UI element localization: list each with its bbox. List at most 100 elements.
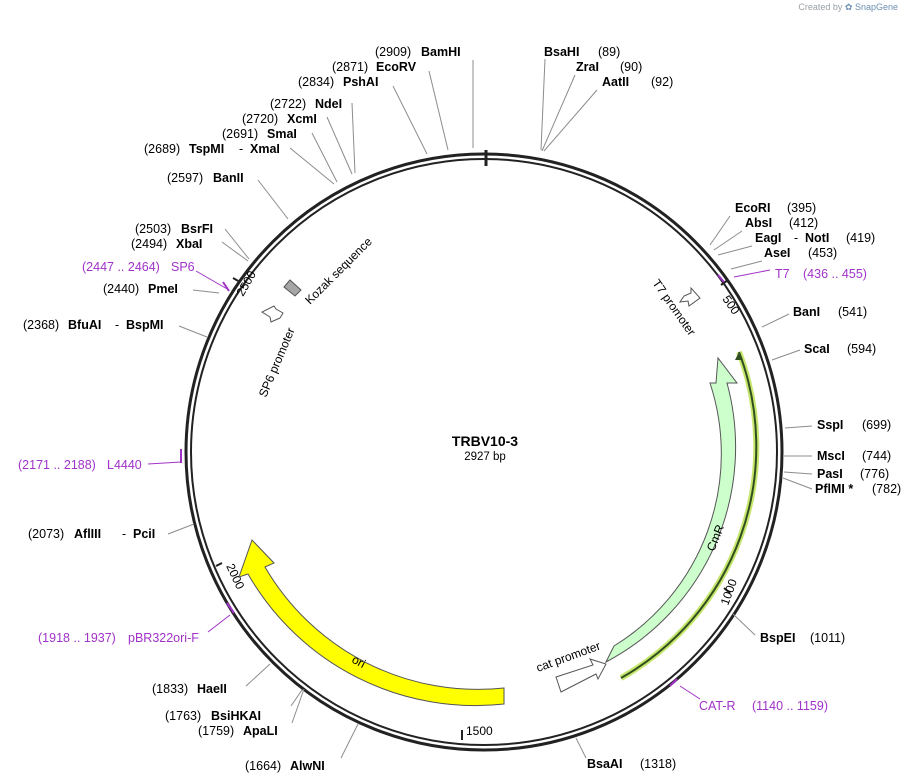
- enzyme-bsaai-pos: (1318): [640, 757, 676, 771]
- enzyme-banii-pos: (2597): [167, 171, 203, 185]
- enzyme-bani-pos: (541): [838, 305, 867, 319]
- enzyme-pcii: PciI: [133, 527, 155, 541]
- enzyme-pasi-pos: (776): [860, 467, 889, 481]
- primer-l4440-range: (2171 .. 2188): [18, 458, 96, 472]
- feature-label-sp6-promoter: SP6 promoter: [256, 326, 298, 400]
- enzyme-xcmi: XcmI: [287, 112, 317, 126]
- enzyme-smai: SmaI: [267, 127, 297, 141]
- cmr-strand-arrowhead: [735, 352, 743, 360]
- enzyme-pshai-pos: (2834): [298, 75, 334, 89]
- enzyme-eagi-sep: -: [794, 231, 798, 245]
- backbone-inner-ring: [190, 158, 778, 746]
- enzyme-smai-pos: (2691): [222, 127, 258, 141]
- enzyme-pflmi-pos: (782): [872, 482, 901, 496]
- enzyme-bamhi: BamHI: [421, 45, 461, 59]
- enzyme-bfuai-pos: (2368): [23, 318, 59, 332]
- plasmid-name: TRBV10-3: [452, 433, 518, 449]
- enzyme-pmei-pos: (2440): [103, 282, 139, 296]
- enzyme-absi: AbsI: [745, 216, 772, 230]
- enzyme-leaders: [167, 58, 813, 759]
- sp6-promoter-arrow: [260, 305, 284, 323]
- backbone-outer-ring: [184, 152, 784, 752]
- enzyme-msci-pos: (744): [862, 449, 891, 463]
- enzyme-haeii-pos: (1833): [152, 682, 188, 696]
- enzyme-xmai: XmaI: [250, 142, 280, 156]
- enzyme-ecori: EcoRI: [735, 201, 770, 215]
- plasmid-length: 2927 bp: [464, 451, 506, 463]
- cmr-feature-arrow: [604, 356, 739, 664]
- enzyme-bani: BanI: [793, 305, 820, 319]
- enzyme-bsaai: BsaAI: [587, 757, 622, 771]
- enzyme-eagi: EagI: [755, 231, 781, 245]
- enzyme-ndei: NdeI: [315, 97, 342, 111]
- enzyme-noti: NotI: [805, 231, 829, 245]
- enzyme-pasi: PasI: [817, 467, 843, 481]
- enzyme-tspmi: TspMI: [189, 142, 224, 156]
- enzyme-alwni-pos: (1664): [245, 759, 281, 773]
- cmr-strand-line: [620, 351, 758, 679]
- credit-prefix: Created by: [798, 2, 843, 12]
- enzyme-haeii: HaeII: [197, 682, 227, 696]
- feature-label-kozak-sequence: Kozak sequence: [302, 234, 375, 307]
- enzyme-zrai-pos: (90): [620, 60, 642, 74]
- enzyme-afliii-pos: (2073): [28, 527, 64, 541]
- enzyme-apali: ApaLI: [243, 724, 278, 738]
- enzyme-sspi-pos: (699): [862, 418, 891, 432]
- enzyme-bsihkai-pos: (1763): [165, 709, 201, 723]
- enzyme-xbai: XbaI: [176, 237, 202, 251]
- enzyme-tspmi-pos: (2689): [144, 142, 180, 156]
- primer-pbr322ori-f-name: pBR322ori-F: [128, 631, 199, 645]
- primer-sp6-range: (2447 .. 2464): [82, 260, 160, 274]
- primer-l4440-name: L4440: [107, 458, 142, 472]
- enzyme-bspmi: BspMI: [126, 318, 164, 332]
- enzyme-scai: ScaI: [804, 342, 830, 356]
- primer-cat-r-name: CAT-R: [699, 699, 736, 713]
- kozak-sequence-block: [283, 279, 302, 297]
- enzyme-absi-pos: (412): [789, 216, 818, 230]
- snapgene-credit: Created by ✿ SnapGene: [798, 2, 898, 13]
- tick-marks: [215, 277, 731, 740]
- enzyme-asei: AseI: [764, 246, 790, 260]
- enzyme-scai-pos: (594): [847, 342, 876, 356]
- enzyme-xbai-pos: (2494): [131, 237, 167, 251]
- enzyme-ecorv-pos: (2871): [332, 60, 368, 74]
- enzyme-eagi-pos: (419): [846, 231, 875, 245]
- enzyme-afliii: AflIII: [74, 527, 101, 541]
- enzyme-bspei: BspEI: [760, 631, 795, 645]
- ori-feature-arrow: [238, 539, 505, 707]
- t7-promoter-arrow: [678, 286, 701, 307]
- cat-promoter-arrow: [555, 658, 607, 693]
- enzyme-aatii: AatII: [602, 75, 629, 89]
- enzyme-bsahi: BsaHI: [544, 45, 579, 59]
- primer-marks: [180, 274, 725, 687]
- enzyme-xcmi-pos: (2720): [242, 112, 278, 126]
- enzyme-alwni: AlwNI: [290, 759, 325, 773]
- enzyme-ecorv: EcoRV: [376, 60, 417, 74]
- enzyme-ecori-pos: (395): [787, 201, 816, 215]
- primer-sp6-name: SP6: [171, 260, 195, 274]
- enzyme-pshai: PshAI: [343, 75, 378, 89]
- enzyme-msci: MscI: [817, 449, 845, 463]
- primer-pbr322ori-f-range: (1918 .. 1937): [38, 631, 116, 645]
- enzyme-bfuai: BfuAI: [68, 318, 101, 332]
- primer-t7-range: (436 .. 455): [803, 267, 867, 281]
- tick-label-2500: 2500: [233, 268, 259, 298]
- primer-cat-r-range: (1140 .. 1159): [752, 699, 828, 713]
- enzyme-bfuai-sep: -: [115, 318, 119, 332]
- enzyme-zrai: ZraI: [576, 60, 599, 74]
- enzyme-banii: BanII: [213, 171, 244, 185]
- enzyme-bspei-pos: (1011): [810, 631, 845, 645]
- enzyme-pflmi: PflMI *: [815, 482, 853, 496]
- enzyme-ndei-pos: (2722): [270, 97, 306, 111]
- enzyme-bamhi-pos: (2909): [375, 45, 411, 59]
- primer-leaders: [147, 269, 771, 700]
- enzyme-asei-pos: (453): [808, 246, 837, 260]
- feature-label-t7-promoter: T7 promoter: [650, 277, 699, 339]
- snapgene-logo-icon: ✿: [844, 2, 853, 12]
- enzyme-bsrfi: BsrFI: [181, 222, 213, 236]
- enzyme-afliii-sep: -: [122, 527, 126, 541]
- enzyme-apali-pos: (1759): [198, 724, 234, 738]
- tick-label-1500: 1500: [466, 724, 493, 738]
- enzyme-tspmi-sep: -: [239, 142, 243, 156]
